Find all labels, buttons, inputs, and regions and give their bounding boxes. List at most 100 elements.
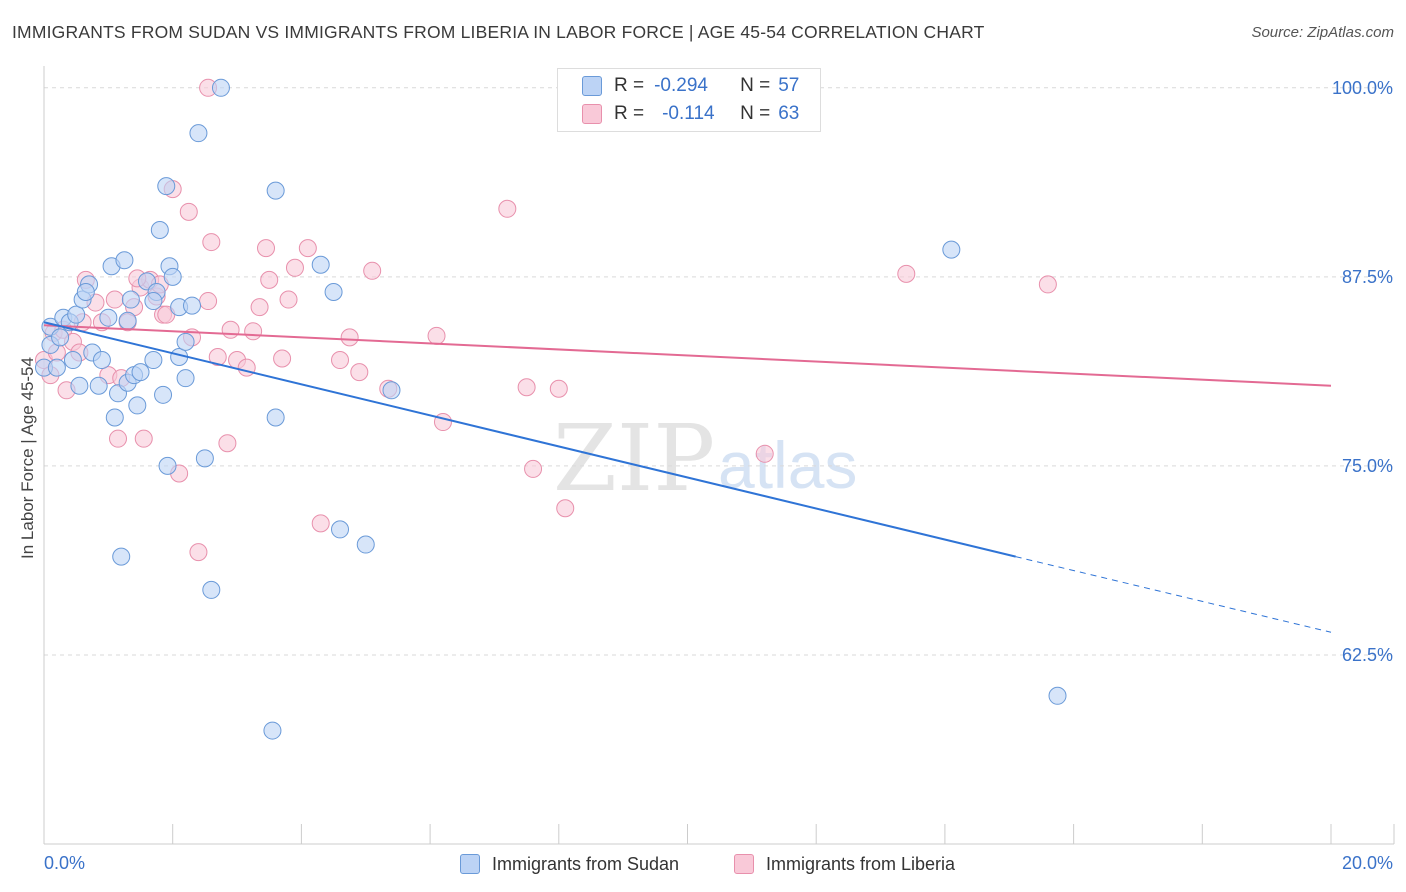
sudan-point-51 <box>263 721 282 740</box>
liberia-point-55 <box>524 459 543 478</box>
legend-item-liberia[interactable]: Immigrants from Liberia <box>734 852 955 876</box>
sudan-point-8 <box>67 305 86 324</box>
tick-labels: 62.5% 75.0% 87.5% 100.0% 0.0% 20.0% <box>44 78 1393 873</box>
liberia-point-57 <box>556 499 575 518</box>
stats-row-liberia: R = -0.114 N = 63 <box>582 102 799 126</box>
liberia-point-29 <box>189 543 208 562</box>
sudan-point-27 <box>144 351 163 370</box>
sudan-points <box>35 78 1067 740</box>
liberia-n-label: N = <box>740 103 771 124</box>
liberia-point-19 <box>134 429 153 448</box>
source-credit: Source: ZipAtlas.com <box>1251 24 1394 41</box>
sudan-point-32 <box>158 456 177 475</box>
watermark-zip: ZIP <box>553 405 715 512</box>
liberia-points <box>35 78 1057 562</box>
sudan-point-3 <box>47 358 66 377</box>
legend-sudan-swatch <box>460 854 480 874</box>
liberia-point-34 <box>221 320 240 339</box>
sudan-point-9 <box>70 376 89 395</box>
sudan-point-48 <box>356 535 375 554</box>
liberia-point-32 <box>208 348 227 367</box>
liberia-swatch <box>582 104 602 124</box>
watermark: ZIP atlas <box>553 405 857 512</box>
sudan-point-41 <box>202 580 221 599</box>
liberia-point-46 <box>331 351 350 370</box>
liberia-point-49 <box>363 261 382 280</box>
sudan-point-34 <box>163 267 182 286</box>
sudan-n-value: 57 <box>778 75 800 96</box>
sudan-point-29 <box>150 220 169 239</box>
sudan-trend-extrapolation <box>1015 556 1332 633</box>
liberia-point-51 <box>427 326 446 345</box>
liberia-r-value: -0.114 <box>662 103 715 124</box>
sudan-point-24 <box>128 396 147 415</box>
liberia-point-44 <box>298 239 317 258</box>
liberia-point-54 <box>517 378 536 397</box>
liberia-point-41 <box>273 349 292 368</box>
sudan-point-19 <box>112 547 131 566</box>
liberia-point-53 <box>498 199 517 218</box>
y-tick-label-3: 100.0% <box>1332 78 1393 98</box>
liberia-point-30 <box>199 292 218 311</box>
sudan-point-39 <box>189 124 208 143</box>
axes <box>43 66 1395 845</box>
sudan-point-56 <box>118 311 137 330</box>
liberia-point-45 <box>311 514 330 533</box>
sudan-point-46 <box>324 282 343 301</box>
sudan-r-value: -0.294 <box>654 75 708 96</box>
liberia-trend-line <box>43 324 1332 387</box>
liberia-point-59 <box>897 264 916 283</box>
sudan-point-42 <box>211 78 230 97</box>
sudan-point-4 <box>51 328 70 347</box>
sudan-point-44 <box>266 408 285 427</box>
liberia-point-31 <box>202 233 221 252</box>
liberia-point-48 <box>350 363 369 382</box>
liberia-point-33 <box>218 434 237 453</box>
sudan-point-17 <box>105 408 124 427</box>
sudan-point-22 <box>121 290 140 309</box>
y-tick-label-1: 75.0% <box>1342 456 1393 476</box>
sudan-point-25 <box>131 363 150 382</box>
liberia-point-38 <box>250 298 269 317</box>
stats-legend: R = -0.294 N = 57 R = -0.114 N = 63 <box>557 68 821 132</box>
sudan-point-43 <box>266 181 285 200</box>
y-tick-label-2: 87.5% <box>1342 267 1393 287</box>
liberia-point-60 <box>1038 275 1057 294</box>
liberia-point-37 <box>244 322 263 341</box>
legend-item-sudan[interactable]: Immigrants from Sudan <box>460 852 679 876</box>
legend-liberia-swatch <box>734 854 754 874</box>
liberia-point-40 <box>260 270 279 289</box>
sudan-point-53 <box>76 282 95 301</box>
liberia-point-56 <box>549 379 568 398</box>
liberia-point-43 <box>285 258 304 277</box>
sudan-point-40 <box>195 449 214 468</box>
chart-title: IMMIGRANTS FROM SUDAN VS IMMIGRANTS FROM… <box>12 22 985 42</box>
sudan-point-20 <box>115 251 134 270</box>
liberia-point-14 <box>109 429 128 448</box>
sudan-trend-line <box>43 321 1016 558</box>
liberia-n-value: 63 <box>778 103 800 124</box>
liberia-point-47 <box>340 328 359 347</box>
stats-row-sudan: R = -0.294 N = 57 <box>582 74 799 98</box>
liberia-point-27 <box>179 202 198 221</box>
sudan-point-7 <box>63 351 82 370</box>
sudan-point-47 <box>331 520 350 539</box>
sudan-point-54 <box>942 240 961 259</box>
y-tick-label-0: 62.5% <box>1342 645 1393 665</box>
sudan-point-31 <box>157 177 176 196</box>
sudan-point-37 <box>176 369 195 388</box>
sudan-point-45 <box>311 255 330 274</box>
sudan-point-55 <box>1048 686 1067 705</box>
sudan-point-50 <box>144 292 163 311</box>
sudan-point-49 <box>382 381 401 400</box>
liberia-point-13 <box>105 290 124 309</box>
sudan-point-14 <box>92 351 111 370</box>
sudan-point-30 <box>154 385 173 404</box>
legend-liberia-label: Immigrants from Liberia <box>766 853 956 874</box>
sudan-r-label: R = <box>614 75 645 96</box>
liberia-point-42 <box>279 290 298 309</box>
liberia-point-58 <box>755 444 774 463</box>
liberia-point-39 <box>257 239 276 258</box>
sudan-point-52 <box>176 332 195 351</box>
